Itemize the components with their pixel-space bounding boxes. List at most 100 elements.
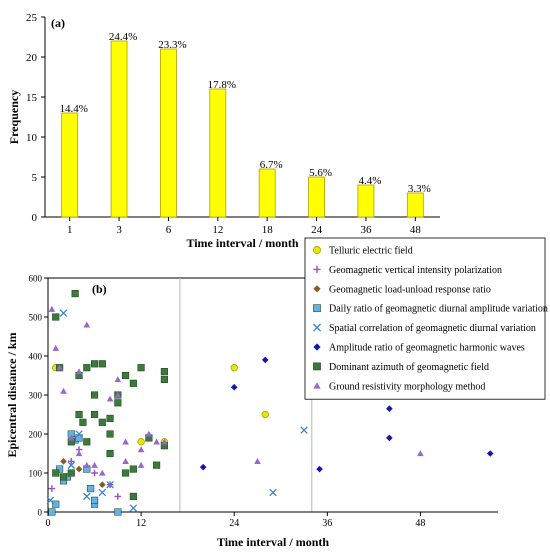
scatter-point [122, 438, 129, 445]
scatter-point [79, 418, 87, 426]
scatter-point [114, 391, 122, 398]
x-tick-label: 3 [116, 224, 122, 236]
x-axis-title: Time interval / month [186, 236, 298, 250]
scatter-point [91, 360, 99, 368]
scatter-point [230, 364, 238, 372]
scatter-point [114, 493, 122, 500]
scatter-legend: Telluric electric field Geomagnetic verti… [304, 237, 548, 400]
bar [357, 184, 375, 218]
scatter-point [99, 469, 106, 476]
scatter-point [137, 461, 145, 468]
legend-marker [313, 285, 321, 293]
y-tick-label: 25 [26, 12, 38, 24]
scatter-point [48, 508, 56, 516]
bar [209, 88, 227, 218]
scatter-point [161, 438, 168, 445]
scatter-point [129, 379, 137, 387]
scatter-point [87, 485, 95, 493]
scatter-point [254, 458, 261, 464]
bar [308, 176, 325, 218]
legend-entry: Dominant azimuth of geomagnetic field [329, 362, 489, 373]
bar-data-label: 4.4% [358, 175, 381, 187]
scatter-point [199, 463, 207, 471]
scatter-point [137, 446, 145, 453]
scatter-point [122, 469, 130, 477]
scatter-point [98, 418, 106, 426]
scatter-point [486, 450, 494, 457]
scatter-point [83, 461, 91, 468]
scatter-point [386, 434, 393, 442]
scatter-point [106, 430, 114, 438]
scatter-point [83, 438, 91, 446]
scatter-point [230, 383, 238, 391]
scatter-point [137, 364, 145, 372]
legend-marker [313, 304, 321, 313]
legend-entry: Amplitude ratio of geomagnetic harmonic … [329, 343, 525, 354]
y-axis-title: Epicentral distance / km [5, 332, 19, 457]
bar-data-label: 6.7% [260, 159, 283, 171]
scatter-point [56, 364, 63, 371]
x-tick-label: 24 [229, 518, 239, 529]
scatter-point [114, 399, 122, 407]
scatter-point [129, 504, 138, 512]
legend-marker [313, 246, 321, 254]
y-tick-label: 0 [38, 508, 43, 518]
bar-data-label: 23.3% [158, 39, 186, 51]
legend-entry: Daily ratio of geomagnetic diurnal ampli… [329, 304, 548, 315]
legend-entry: Telluric electric field [329, 246, 413, 257]
scatter-point [67, 434, 75, 441]
scatter-point [106, 395, 114, 402]
y-tick-label: 300 [29, 391, 43, 401]
bar [258, 168, 276, 218]
scatter-point [106, 480, 114, 489]
legend-box [304, 237, 546, 400]
scatter-point [59, 309, 68, 317]
scatter-point [261, 410, 269, 419]
scatter-point [386, 405, 393, 412]
scatter-point [75, 368, 83, 375]
x-tick-label: 48 [415, 518, 425, 529]
scatter-point [48, 485, 56, 492]
legend-entry: Ground resistivity morphology method [329, 381, 485, 392]
scatter-point [160, 368, 168, 376]
y-tick-label: 10 [26, 132, 38, 144]
bar-data-label: 5.6% [309, 167, 332, 179]
scatter-point [52, 313, 60, 321]
y-axis-title: Frequency [7, 90, 21, 144]
x-axis-title: Time interval / month [217, 535, 329, 549]
scatter-point [137, 438, 145, 446]
scatter-point [46, 496, 55, 505]
scatter-point [75, 465, 83, 473]
bar-chart-panel: 0 5 10 15 20 25 1 14.4% 3 24.4% 6 23.3% 12 17.8% 18 6.7… [7, 12, 440, 250]
scatter-point [75, 450, 83, 457]
scatter-point [48, 305, 56, 312]
x-tick-label: 36 [360, 224, 372, 236]
legend-marker [313, 362, 321, 371]
y-tick-label: 5 [32, 172, 38, 184]
scatter-point [417, 450, 424, 457]
x-tick-label: 36 [322, 518, 332, 529]
legend-entry: Geomagnetic vertical intensity polarizat… [329, 265, 502, 276]
legend-entry: Geomagnetic load-unload response ratio [329, 284, 491, 295]
y-tick-label: 200 [29, 430, 43, 440]
scatter-point [160, 375, 168, 383]
x-tick-label: 48 [410, 224, 422, 236]
y-tick-label: 500 [29, 313, 43, 323]
scatter-point [153, 438, 160, 445]
scatter-point [52, 500, 60, 508]
bar-data-label: 17.8% [208, 79, 236, 91]
scatter-point [83, 492, 91, 501]
scatter-point [67, 458, 75, 465]
scatter-point [106, 449, 114, 458]
y-tick-label: 400 [29, 352, 43, 362]
scatter-point [91, 461, 98, 468]
scatter-point [129, 465, 137, 473]
scatter-point [67, 469, 75, 477]
scatter-point [98, 360, 106, 368]
scatter-point [91, 391, 99, 399]
panel-label: (b) [92, 282, 107, 296]
scatter-point [71, 290, 79, 298]
scatter-point [67, 461, 76, 469]
scatter-point [60, 458, 67, 465]
scatter-point [153, 461, 161, 469]
